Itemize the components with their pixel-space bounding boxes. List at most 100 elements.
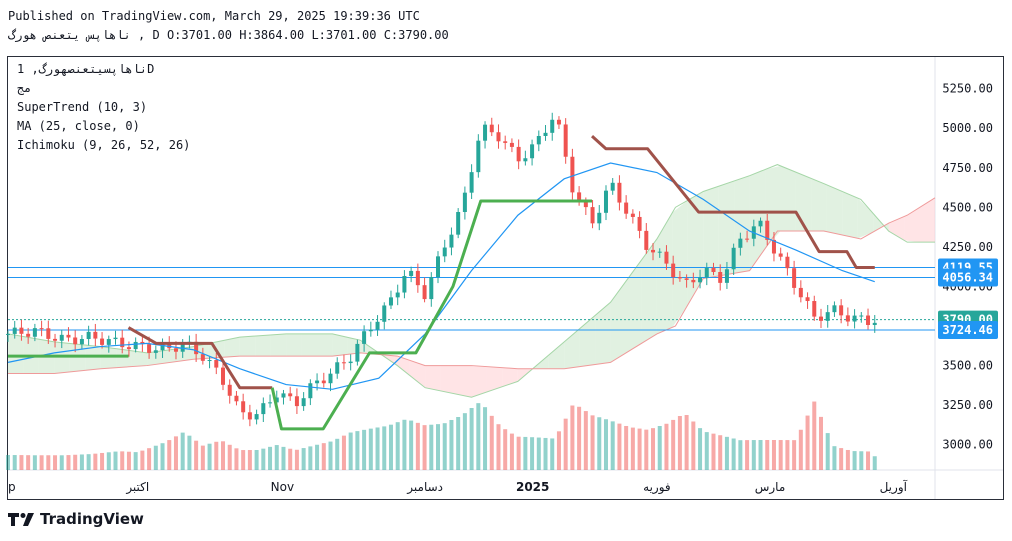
candle-body[interactable] xyxy=(483,124,488,141)
candle-body[interactable] xyxy=(409,270,414,277)
candle-body[interactable] xyxy=(711,267,716,272)
candle-body[interactable] xyxy=(214,360,219,368)
candle-body[interactable] xyxy=(509,142,514,147)
candle-body[interactable] xyxy=(234,395,239,402)
candle-body[interactable] xyxy=(812,301,817,317)
candle-body[interactable] xyxy=(624,202,629,214)
candle-body[interactable] xyxy=(556,119,561,125)
candle-body[interactable] xyxy=(59,334,64,341)
candle-body[interactable] xyxy=(100,338,105,345)
candle-body[interactable] xyxy=(866,315,871,325)
candle-body[interactable] xyxy=(758,220,763,227)
legend-ma[interactable]: MA (25, close, 0) xyxy=(17,119,140,133)
candle-body[interactable] xyxy=(247,412,252,420)
candle-body[interactable] xyxy=(671,263,676,278)
candle-body[interactable] xyxy=(496,132,501,142)
candle-body[interactable] xyxy=(46,328,51,339)
candle-body[interactable] xyxy=(476,140,481,173)
candle-body[interactable] xyxy=(106,339,111,345)
candle-body[interactable] xyxy=(288,393,293,397)
candle-body[interactable] xyxy=(738,238,743,248)
candle-body[interactable] xyxy=(597,212,602,224)
candle-body[interactable] xyxy=(26,333,31,337)
candle-body[interactable] xyxy=(698,277,703,283)
candle-body[interactable] xyxy=(792,268,797,288)
candle-body[interactable] xyxy=(832,305,837,313)
candle-body[interactable] xyxy=(657,251,662,253)
candle-body[interactable] xyxy=(429,277,434,300)
legend-ichimoku[interactable]: Ichimoku (9, 26, 52, 26) xyxy=(17,138,191,152)
candle-body[interactable] xyxy=(436,256,441,278)
candle-body[interactable] xyxy=(563,124,568,157)
candle-body[interactable] xyxy=(32,328,37,337)
candle-body[interactable] xyxy=(523,158,528,162)
candle-body[interactable] xyxy=(126,347,131,350)
candle-body[interactable] xyxy=(53,338,58,341)
candle-body[interactable] xyxy=(872,322,877,325)
candle-body[interactable] xyxy=(644,230,649,250)
candle-body[interactable] xyxy=(825,312,830,321)
candle-body[interactable] xyxy=(704,267,709,278)
candle-body[interactable] xyxy=(469,172,474,193)
candle-body[interactable] xyxy=(771,239,776,254)
candle-body[interactable] xyxy=(402,276,407,293)
candle-body[interactable] xyxy=(577,192,582,202)
candle-body[interactable] xyxy=(664,251,669,264)
candle-body[interactable] xyxy=(839,305,844,316)
candle-body[interactable] xyxy=(93,331,98,339)
candle-body[interactable] xyxy=(382,305,387,322)
candle-body[interactable] xyxy=(328,373,333,384)
candle-body[interactable] xyxy=(583,201,588,208)
candle-body[interactable] xyxy=(19,327,24,334)
candle-body[interactable] xyxy=(462,192,467,213)
candle-body[interactable] xyxy=(315,380,320,384)
candle-body[interactable] xyxy=(73,337,78,345)
candle-body[interactable] xyxy=(798,287,803,298)
candle-body[interactable] xyxy=(254,414,259,420)
candle-body[interactable] xyxy=(12,327,17,334)
candle-body[interactable] xyxy=(86,331,91,339)
candle-body[interactable] xyxy=(113,337,118,340)
candle-body[interactable] xyxy=(173,348,178,352)
candle-body[interactable] xyxy=(308,383,313,399)
candle-body[interactable] xyxy=(39,328,44,330)
candle-body[interactable] xyxy=(859,315,864,317)
legend-supertrend[interactable]: SuperTrend (10, 3) xyxy=(17,100,148,114)
candle-body[interactable] xyxy=(590,207,595,224)
candle-body[interactable] xyxy=(355,343,360,362)
candle-body[interactable] xyxy=(221,367,226,385)
candle-body[interactable] xyxy=(268,402,273,404)
candle-body[interactable] xyxy=(200,354,205,361)
candle-body[interactable] xyxy=(489,124,494,133)
candle-body[interactable] xyxy=(677,277,682,279)
candle-body[interactable] xyxy=(261,403,266,415)
candle-body[interactable] xyxy=(778,253,783,257)
candle-body[interactable] xyxy=(570,156,575,193)
candle-body[interactable] xyxy=(140,341,145,345)
candle-body[interactable] xyxy=(79,338,84,345)
candle-body[interactable] xyxy=(805,297,810,302)
candle-body[interactable] xyxy=(133,341,138,350)
candle-body[interactable] xyxy=(160,343,165,351)
candle-body[interactable] xyxy=(341,362,346,364)
candle-body[interactable] xyxy=(442,247,447,257)
candle-body[interactable] xyxy=(845,315,850,322)
candle-body[interactable] xyxy=(301,398,306,407)
candle-body[interactable] xyxy=(731,247,736,270)
candle-body[interactable] xyxy=(335,362,340,374)
candle-body[interactable] xyxy=(294,396,299,407)
candle-body[interactable] xyxy=(516,146,521,162)
supertrend-line[interactable] xyxy=(127,326,273,390)
candle-body[interactable] xyxy=(550,119,555,133)
candle-body[interactable] xyxy=(120,337,125,348)
candle-body[interactable] xyxy=(449,234,454,248)
candle-body[interactable] xyxy=(745,238,750,240)
supertrend-line[interactable] xyxy=(270,199,593,431)
candle-body[interactable] xyxy=(630,213,635,217)
candle-body[interactable] xyxy=(543,132,548,136)
candle-body[interactable] xyxy=(610,182,615,191)
candle-body[interactable] xyxy=(785,256,790,269)
candle-body[interactable] xyxy=(724,269,729,283)
candle-body[interactable] xyxy=(765,220,770,240)
candle-body[interactable] xyxy=(180,342,185,352)
